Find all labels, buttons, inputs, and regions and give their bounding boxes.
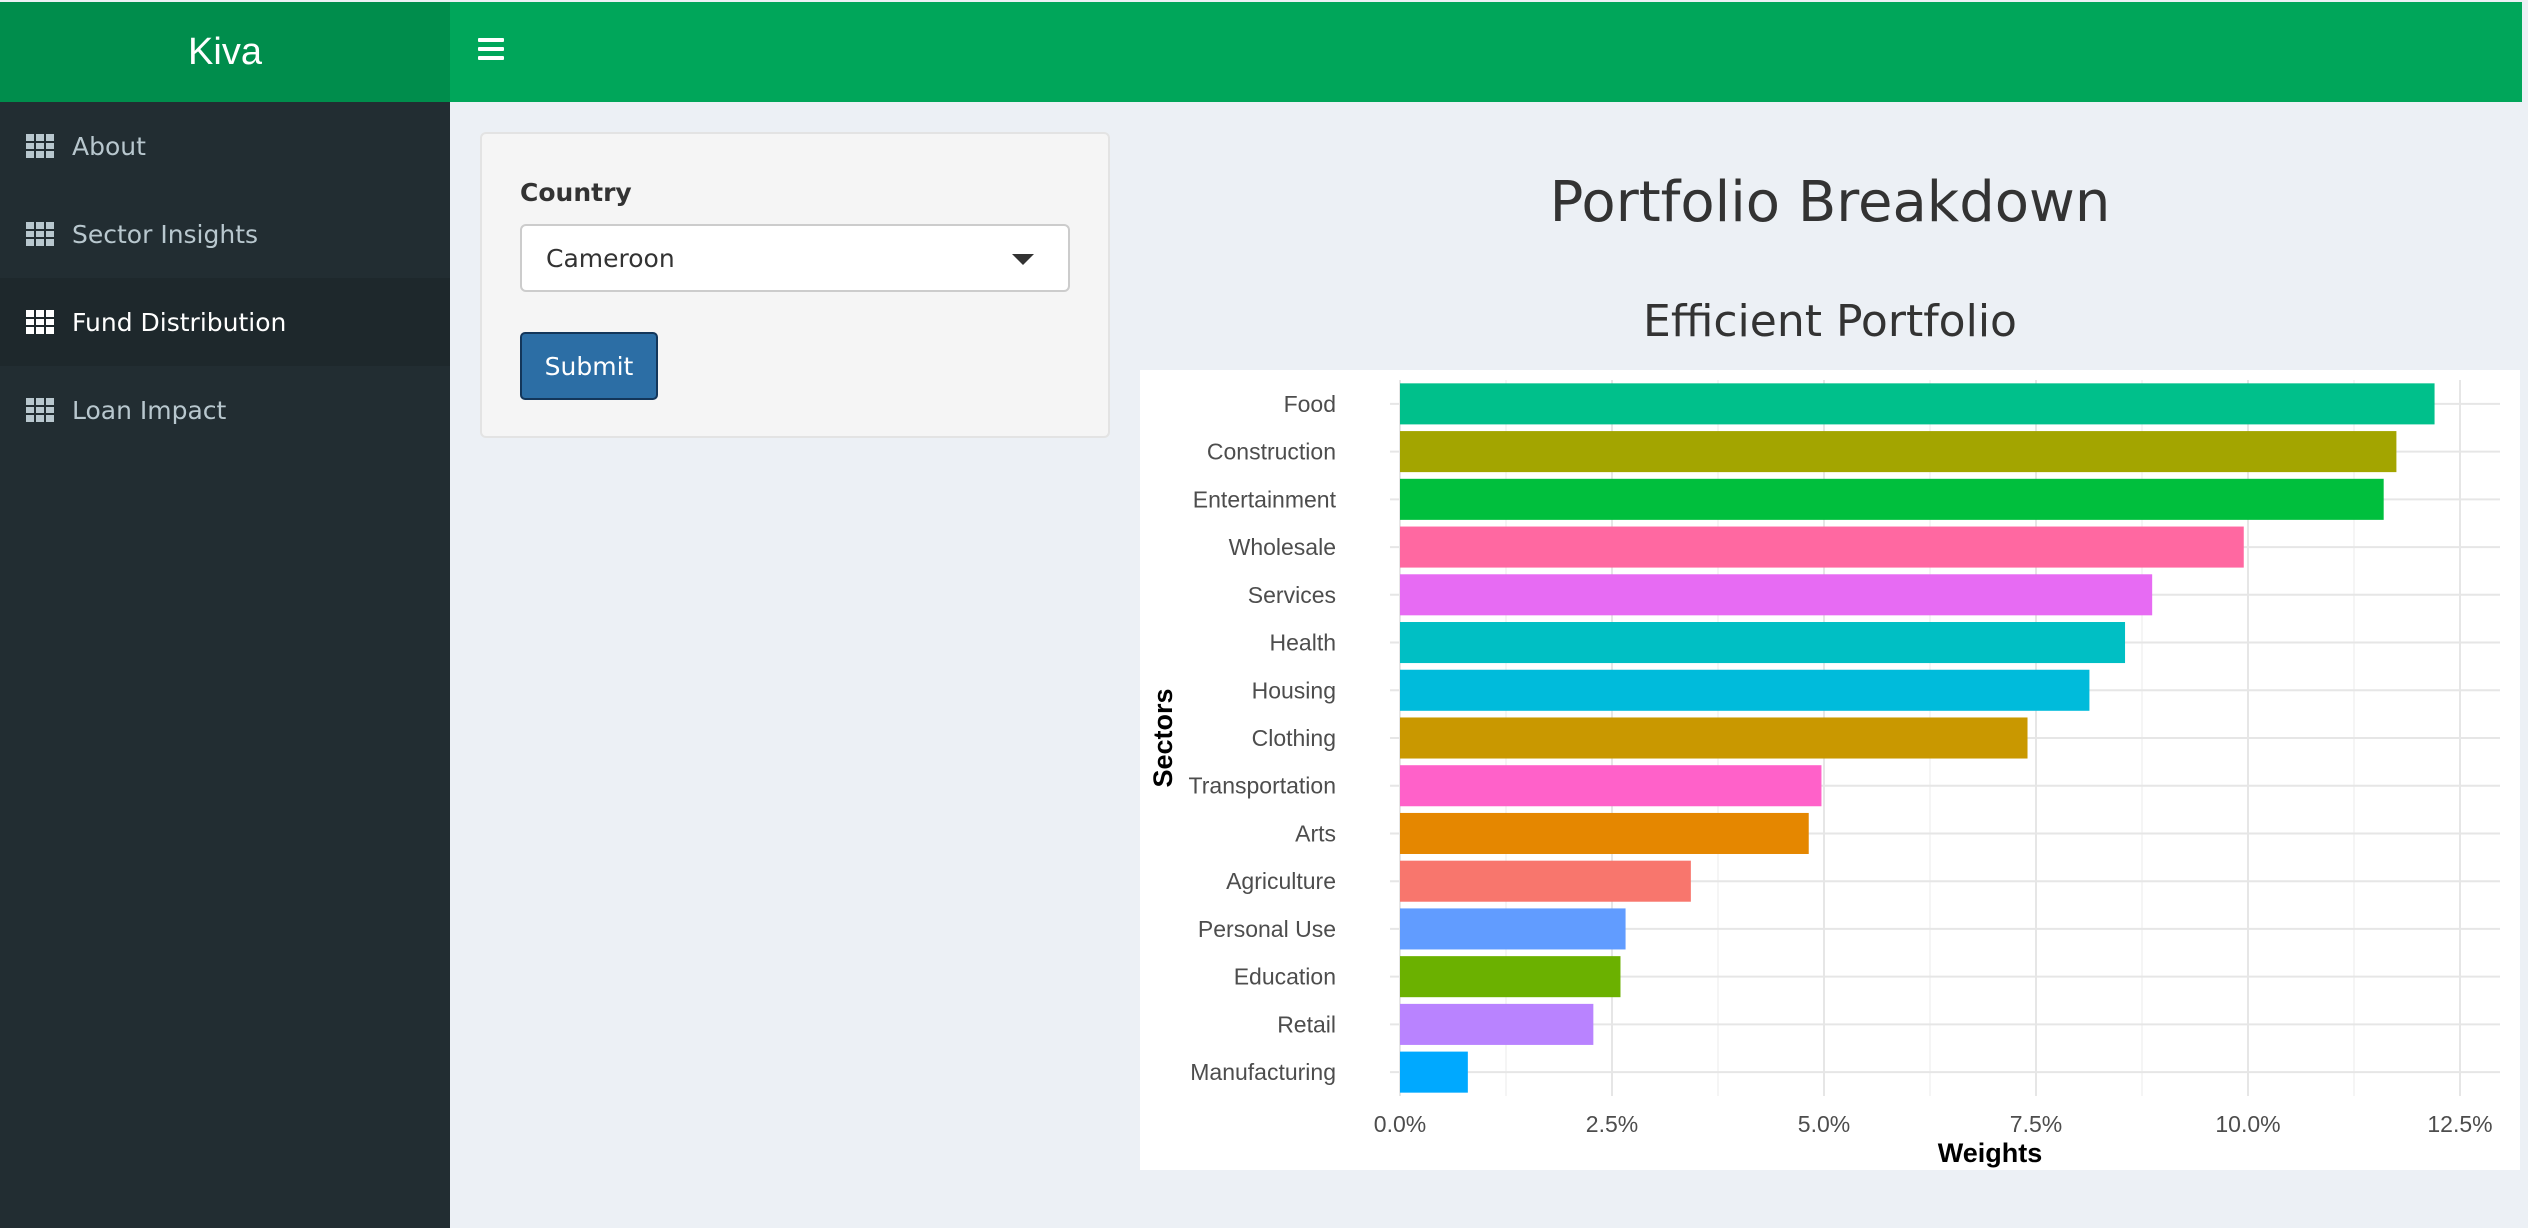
bar-education (1400, 956, 1621, 998)
sidebar-item-fund-distribution[interactable]: Fund Distribution (0, 278, 450, 366)
input-panel: Country Cameroon Submit (480, 132, 1110, 438)
y-tick-label: Food (1284, 391, 1336, 417)
y-tick-label: Clothing (1252, 725, 1336, 751)
grid-icon (26, 222, 54, 246)
x-tick-label: 0.0% (1374, 1111, 1426, 1137)
y-tick-label: Personal Use (1198, 916, 1336, 942)
bar-clothing (1400, 717, 2028, 759)
y-tick-label: Wholesale (1229, 534, 1336, 560)
submit-button[interactable]: Submit (520, 332, 658, 400)
y-tick-label: Education (1234, 964, 1336, 990)
y-tick-label: Arts (1295, 820, 1336, 846)
bar-wholesale (1400, 526, 2244, 568)
bar-entertainment (1400, 478, 2384, 520)
app-title: Kiva (188, 30, 262, 73)
y-tick-label: Retail (1277, 1011, 1336, 1037)
bar-services (1400, 574, 2153, 616)
country-label: Country (520, 178, 632, 207)
x-tick-label: 12.5% (2427, 1111, 2492, 1137)
bar-transportation (1400, 765, 1822, 807)
country-select[interactable]: Cameroon (520, 224, 1070, 292)
grid-icon (26, 310, 54, 334)
app-logo[interactable]: Kiva (0, 2, 450, 102)
x-tick-label: 10.0% (2215, 1111, 2280, 1137)
sidebar-item-label: Fund Distribution (72, 307, 287, 337)
chart-title: Efficient Portfolio (1643, 296, 2017, 347)
bar-health (1400, 622, 2126, 664)
grid-icon (26, 134, 54, 158)
bar-chart: Food Construction Entertainment Wholesale Se… (1148, 380, 2500, 1168)
y-tick-label: Services (1248, 582, 1336, 608)
country-select-value: Cameroon (546, 243, 675, 273)
bar-manufacturing (1400, 1051, 1468, 1093)
bar-arts (1400, 812, 1809, 854)
y-tick-label: Housing (1252, 677, 1336, 703)
portfolio-chart: Food Construction Entertainment Wholesale Se… (1140, 370, 2520, 1170)
x-axis-title: Weights (1938, 1138, 2043, 1168)
bar-food (1400, 383, 2435, 425)
sidebar-item-about[interactable]: About (0, 102, 450, 190)
y-tick-label: Health (1270, 630, 1336, 656)
x-tick-label: 5.0% (1798, 1111, 1850, 1137)
x-tick-label: 7.5% (2010, 1111, 2062, 1137)
sidebar-item-label: Loan Impact (72, 395, 227, 425)
page-title: Portfolio Breakdown (1549, 170, 2111, 235)
chevron-down-icon (1012, 254, 1034, 265)
y-tick-label: Entertainment (1193, 486, 1337, 512)
sidebar-toggle-icon[interactable] (478, 38, 504, 64)
bar-agriculture (1400, 860, 1691, 902)
y-tick-label: Manufacturing (1190, 1059, 1336, 1085)
bar-retail (1400, 1003, 1594, 1045)
y-axis-title: Sectors (1148, 688, 1178, 787)
sidebar-item-label: Sector Insights (72, 219, 259, 249)
sidebar-item-sector-insights[interactable]: Sector Insights (0, 190, 450, 278)
bar-housing (1400, 669, 2090, 711)
bar-construction (1400, 431, 2397, 473)
sidebar-item-label: About (72, 131, 146, 161)
sidebar: About Sector Insights Fund Distribution … (0, 102, 450, 1228)
y-tick-label: Transportation (1189, 773, 1336, 799)
top-navbar (450, 2, 2522, 102)
bar-personal-use (1400, 908, 1626, 950)
y-tick-label: Construction (1207, 439, 1336, 465)
sidebar-item-loan-impact[interactable]: Loan Impact (0, 366, 450, 454)
grid-icon (26, 398, 54, 422)
x-tick-label: 2.5% (1586, 1111, 1638, 1137)
y-tick-label: Agriculture (1226, 868, 1336, 894)
